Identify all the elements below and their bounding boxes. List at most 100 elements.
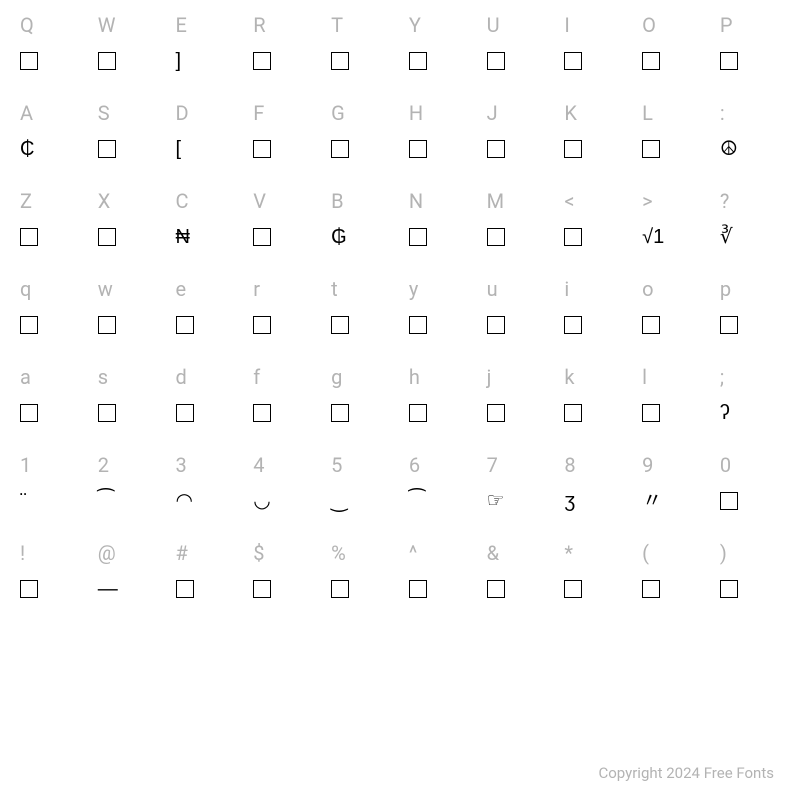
key-label: U — [487, 12, 500, 38]
missing-glyph-box — [409, 52, 427, 70]
key-label: 9 — [642, 452, 653, 478]
missing-glyph-box — [176, 404, 194, 422]
key-label: 0 — [720, 452, 731, 478]
missing-glyph-box — [20, 228, 38, 246]
glyph-slot — [564, 312, 582, 338]
character-cell: W — [98, 12, 158, 74]
character-cell: ( — [642, 540, 702, 602]
key-label: a — [20, 364, 31, 390]
character-cell: < — [564, 188, 624, 250]
key-label: 3 — [176, 452, 187, 478]
key-label: Y — [409, 12, 421, 38]
glyph-slot: ⁀ — [409, 488, 425, 514]
missing-glyph-box — [98, 316, 116, 334]
missing-glyph-box — [98, 52, 116, 70]
character-cell: Z — [20, 188, 80, 250]
missing-glyph-box — [642, 52, 660, 70]
glyph-slot — [487, 312, 505, 338]
character-cell: 9〃 — [642, 452, 702, 514]
key-label: ? — [720, 188, 729, 214]
character-cell: N — [409, 188, 469, 250]
missing-glyph-box — [409, 316, 427, 334]
glyph-slot: ʒ — [564, 488, 575, 514]
key-label: k — [564, 364, 574, 390]
glyph-slot: ₵ — [20, 136, 34, 162]
key-label: P — [720, 12, 733, 38]
character-cell: J — [487, 100, 547, 162]
character-cell: g — [331, 364, 391, 426]
glyph-slot: 〃 — [642, 488, 662, 514]
key-label: 2 — [98, 452, 109, 478]
missing-glyph-box — [253, 52, 271, 70]
character-row: asdfghjkl;ʔ — [20, 364, 780, 426]
glyph-slot — [331, 48, 349, 74]
character-cell: t — [331, 276, 391, 338]
glyph-slot — [98, 400, 116, 426]
character-row: A₵SD[FGHJKL:☮ — [20, 100, 780, 162]
key-label: 8 — [564, 452, 575, 478]
key-label: t — [331, 276, 338, 302]
key-label: l — [642, 364, 647, 390]
missing-glyph-box — [487, 228, 505, 246]
missing-glyph-box — [253, 228, 271, 246]
glyph-slot — [176, 312, 194, 338]
glyph: ] — [176, 51, 182, 71]
key-label: G — [331, 100, 345, 126]
glyph-slot: ◡ — [253, 488, 270, 514]
glyph-slot — [331, 312, 349, 338]
missing-glyph-box — [253, 580, 271, 598]
character-row: 1¨2⁀3◠4◡5‿6⁀7☞8ʒ9〃0 — [20, 452, 780, 514]
glyph-slot — [642, 576, 660, 602]
character-cell: I — [564, 12, 624, 74]
character-cell: $ — [253, 540, 313, 602]
character-cell: l — [642, 364, 702, 426]
glyph-slot — [98, 224, 116, 250]
character-cell: o — [642, 276, 702, 338]
character-cell: P — [720, 12, 780, 74]
character-cell: ?∛ — [720, 188, 780, 250]
key-label: J — [487, 100, 498, 126]
glyph-slot — [642, 312, 660, 338]
character-cell: @— — [98, 540, 158, 602]
missing-glyph-box — [642, 404, 660, 422]
missing-glyph-box — [176, 316, 194, 334]
glyph-slot — [331, 400, 349, 426]
glyph-slot — [564, 576, 582, 602]
key-label: ^ — [409, 540, 417, 566]
glyph-slot — [176, 400, 194, 426]
character-cell: * — [564, 540, 624, 602]
glyph-slot: ☞ — [487, 488, 505, 514]
key-label: M — [487, 188, 504, 214]
glyph-slot — [720, 312, 738, 338]
key-label: L — [642, 100, 653, 126]
key-label: V — [253, 188, 266, 214]
glyph-slot: ₲ — [331, 224, 347, 250]
glyph-slot: — — [98, 576, 118, 602]
character-cell: Q — [20, 12, 80, 74]
missing-glyph-box — [409, 228, 427, 246]
glyph-slot: ¨ — [20, 488, 27, 514]
character-cell: 0 — [720, 452, 780, 514]
key-label: f — [253, 364, 260, 390]
glyph-slot — [487, 136, 505, 162]
glyph: ☞ — [487, 491, 505, 511]
character-cell: 8ʒ — [564, 452, 624, 514]
key-label: D — [176, 100, 189, 126]
glyph-slot — [720, 576, 738, 602]
character-cell: X — [98, 188, 158, 250]
character-cell: ;ʔ — [720, 364, 780, 426]
key-label: w — [98, 276, 113, 302]
key-label: O — [642, 12, 656, 38]
missing-glyph-box — [642, 580, 660, 598]
glyph-slot — [564, 136, 582, 162]
glyph-slot — [98, 136, 116, 162]
glyph-slot — [564, 400, 582, 426]
key-label: F — [253, 100, 264, 126]
character-cell: 3◠ — [176, 452, 236, 514]
character-cell: >√1 — [642, 188, 702, 250]
glyph-slot — [253, 312, 271, 338]
character-cell: d — [176, 364, 236, 426]
glyph: ∛ — [720, 227, 733, 247]
key-label: 5 — [331, 452, 342, 478]
character-cell: 4◡ — [253, 452, 313, 514]
